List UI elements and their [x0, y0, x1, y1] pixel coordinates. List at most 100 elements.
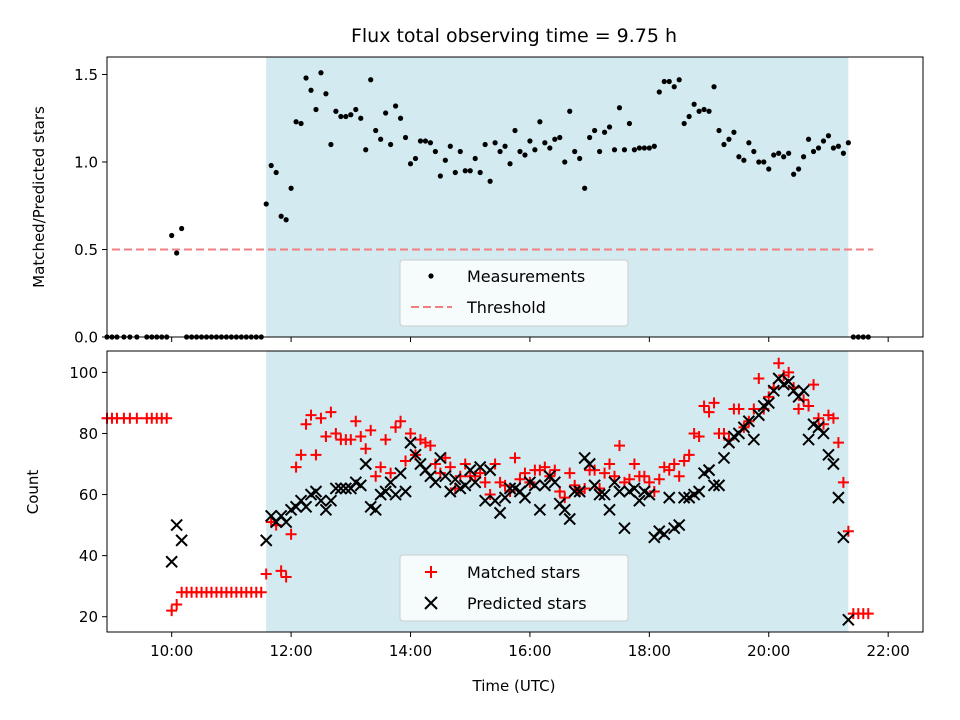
measurement-point — [537, 119, 543, 125]
bottom-y-tick-label: 40 — [79, 547, 98, 565]
measurement-point — [517, 148, 523, 155]
legend-measurements-label: Measurements — [467, 267, 585, 286]
bottom-y-tick-label: 60 — [79, 486, 98, 504]
matched-star-point — [499, 479, 511, 491]
matched-star-point — [564, 467, 576, 479]
predicted-star-point — [483, 463, 497, 477]
measurement-point — [810, 148, 817, 155]
legend-matched-marker — [425, 566, 437, 578]
top-x-axis — [171, 337, 889, 342]
chart-title: Flux total observing time = 9.75 h — [351, 25, 677, 47]
predicted-star-point — [712, 479, 726, 492]
top-y-tick-label: 1.0 — [74, 154, 98, 172]
matched-star-point — [678, 455, 690, 467]
matched-star-point — [698, 400, 710, 412]
predicted-star-point — [842, 613, 855, 626]
predicted-star-point — [797, 384, 810, 397]
predicted-star-point — [170, 518, 183, 532]
predicted-star-point — [518, 491, 532, 504]
measurement-point — [268, 162, 274, 169]
measurement-point — [587, 134, 593, 141]
predicted-star-point — [817, 427, 830, 440]
matched-star-point — [310, 449, 322, 461]
predicted-star-point — [299, 500, 313, 513]
matched-star-point — [663, 464, 675, 476]
bottom-x-axis: 10:00 12:00 14:00 16:00 18:00 20:00 22:00 — [150, 632, 910, 660]
matched-star-point — [260, 568, 272, 580]
predicted-star-point — [339, 482, 353, 495]
predicted-star-point — [717, 451, 731, 465]
bottom-y-tick-label: 20 — [79, 608, 98, 626]
predicted-star-point — [404, 436, 417, 449]
matched-star-point — [166, 605, 178, 617]
matched-star-point — [673, 470, 685, 482]
predicted-star-point — [832, 491, 845, 504]
measurement-point — [462, 168, 468, 174]
measurement-point — [701, 106, 707, 113]
measurement-point — [174, 250, 180, 256]
measurement-point — [532, 147, 538, 153]
measurement-point — [497, 148, 503, 155]
measurement-point — [442, 157, 448, 163]
matched-star-point — [375, 461, 387, 473]
measurement-point — [467, 168, 473, 174]
predicted-star-point — [603, 503, 616, 517]
matched-star-point — [370, 470, 382, 482]
predicted-star-point — [379, 485, 392, 498]
predicted-star-point — [409, 448, 422, 462]
matched-star-point — [345, 434, 357, 446]
predicted-star-point — [359, 457, 372, 471]
measurement-point — [746, 140, 752, 146]
predicted-star-point — [324, 494, 338, 507]
measurement-point — [791, 171, 797, 177]
predicted-star-point — [702, 463, 716, 477]
measurement-point — [308, 87, 314, 93]
matched-star-point — [609, 470, 621, 482]
predicted-star-point — [498, 491, 512, 504]
predicted-star-point — [329, 482, 343, 495]
matched-star-point — [330, 427, 342, 439]
matched-star-point — [405, 427, 417, 439]
x-tick-label: 16:00 — [508, 642, 551, 660]
predicted-star-point — [334, 482, 348, 495]
predicted-star-point — [439, 470, 452, 483]
measurement-point — [263, 201, 269, 207]
predicted-star-point — [568, 485, 581, 498]
matched-star-point — [653, 473, 665, 485]
measurement-point — [840, 150, 846, 156]
measurement-point — [487, 178, 493, 184]
matched-star-point — [803, 400, 815, 412]
measurement-point — [273, 169, 279, 176]
measurement-point — [397, 115, 404, 121]
predicted-star-point — [464, 463, 477, 477]
matched-star-point — [783, 366, 795, 378]
top-panel: 0.0 0.5 1.0 1.5 Matched/Predicted stars Mea… — [30, 56, 924, 347]
predicted-star-point — [459, 479, 472, 492]
measurement-point — [542, 140, 548, 146]
measurement-point — [661, 78, 667, 85]
top-y-axis-label: Matched/Predicted stars — [30, 106, 48, 288]
measurement-point — [781, 154, 787, 160]
predicted-star-point — [767, 384, 780, 397]
matched-star-point — [648, 486, 660, 497]
measurement-point — [616, 105, 623, 111]
measurement-point — [477, 169, 483, 176]
measurement-point — [313, 106, 319, 113]
measurement-point — [492, 140, 498, 146]
measurement-point — [288, 185, 294, 191]
measurement-point — [771, 152, 777, 158]
x-tick-label: 14:00 — [389, 642, 432, 660]
measurement-point — [582, 185, 588, 191]
predicted-star-point — [588, 479, 601, 492]
measurement-point — [348, 112, 354, 118]
matched-star-point — [832, 437, 844, 449]
predicted-star-point — [707, 479, 721, 492]
predicted-star-point — [449, 473, 462, 486]
predicted-star-point — [752, 408, 766, 422]
matched-star-point — [360, 443, 372, 455]
measurement-point — [547, 145, 553, 151]
bottom-y-axis: 20 40 60 80 100 — [69, 364, 107, 626]
measurement-point — [278, 213, 284, 219]
matched-star-point — [161, 412, 173, 424]
